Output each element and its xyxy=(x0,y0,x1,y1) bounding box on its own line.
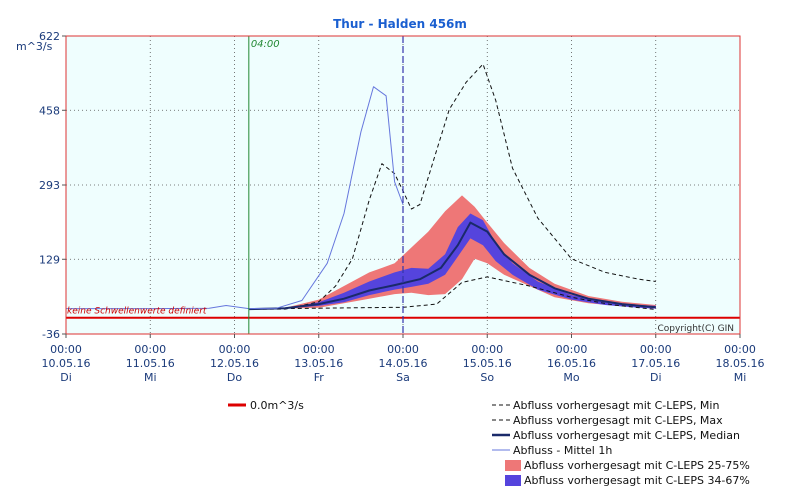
legend-label: Abfluss - Mittel 1h xyxy=(513,444,612,457)
y-tick-label: 458 xyxy=(39,104,60,117)
forecast-start-label: 04:00 xyxy=(251,39,280,50)
x-tick-time: 00:00 xyxy=(303,343,335,356)
x-tick-date: 12.05.16 xyxy=(210,357,259,370)
x-tick-time: 00:00 xyxy=(471,343,503,356)
x-tick-day: Mo xyxy=(563,371,579,384)
x-tick-time: 00:00 xyxy=(387,343,419,356)
x-tick-day: Mi xyxy=(144,371,157,384)
x-tick-date: 10.05.16 xyxy=(42,357,91,370)
markers: 04:00 keine Schwellenwerte definiert Copyr… xyxy=(67,36,734,334)
x-tick-time: 00:00 xyxy=(640,343,672,356)
x-tick-day: Di xyxy=(60,371,72,384)
x-tick-day: So xyxy=(480,371,494,384)
legend-label: Abfluss vorhergesagt mit C-LEPS 34-67% xyxy=(524,474,750,487)
series-line xyxy=(248,221,656,311)
x-tick-time: 00:00 xyxy=(134,343,166,356)
copyright-note: Copyright(C) GIN xyxy=(657,324,734,334)
y-tick-label: -36 xyxy=(42,328,60,341)
x-tick-time: 00:00 xyxy=(219,343,251,356)
legend-label: 0.0m^3/s xyxy=(250,399,304,412)
x-tick-date: 14.05.16 xyxy=(379,357,428,370)
x-tick-day: Fr xyxy=(314,371,325,384)
legend-swatch xyxy=(505,460,521,471)
band-area xyxy=(248,213,656,310)
y-tick-label: 129 xyxy=(39,253,60,266)
y-unit-label: m^3/s xyxy=(16,40,53,53)
legend-swatch xyxy=(505,475,521,486)
y-tick-label: 622 xyxy=(39,30,60,43)
axes: 622458293129-3600:0010.05.16Di00:0011.05… xyxy=(39,30,764,384)
x-tick-date: 15.05.16 xyxy=(463,357,512,370)
x-tick-day: Di xyxy=(650,371,662,384)
threshold-note: keine Schwellenwerte definiert xyxy=(67,307,207,317)
x-tick-date: 13.05.16 xyxy=(294,357,343,370)
legend: 0.0m^3/s Abfluss vorhergesagt mit C-LEPS,… xyxy=(228,399,750,487)
chart-title: Thur - Halden 456m xyxy=(333,17,467,31)
x-tick-time: 00:00 xyxy=(556,343,588,356)
legend-label: Abfluss vorhergesagt mit C-LEPS, Min xyxy=(513,399,719,412)
x-tick-day: Do xyxy=(227,371,242,384)
series-line xyxy=(66,86,404,310)
series-line xyxy=(248,276,656,310)
x-tick-date: 16.05.16 xyxy=(547,357,596,370)
x-tick-day: Mi xyxy=(734,371,747,384)
x-tick-date: 18.05.16 xyxy=(716,357,765,370)
legend-label: Abfluss vorhergesagt mit C-LEPS, Max xyxy=(513,414,723,427)
x-tick-date: 17.05.16 xyxy=(631,357,680,370)
series-line xyxy=(248,63,656,310)
x-tick-date: 11.05.16 xyxy=(126,357,175,370)
legend-label: Abfluss vorhergesagt mit C-LEPS 25-75% xyxy=(524,459,750,472)
y-tick-label: 293 xyxy=(39,179,60,192)
x-tick-time: 00:00 xyxy=(724,343,756,356)
legend-label: Abfluss vorhergesagt mit C-LEPS, Median xyxy=(513,429,740,442)
x-tick-day: Sa xyxy=(396,371,410,384)
x-tick-time: 00:00 xyxy=(50,343,82,356)
